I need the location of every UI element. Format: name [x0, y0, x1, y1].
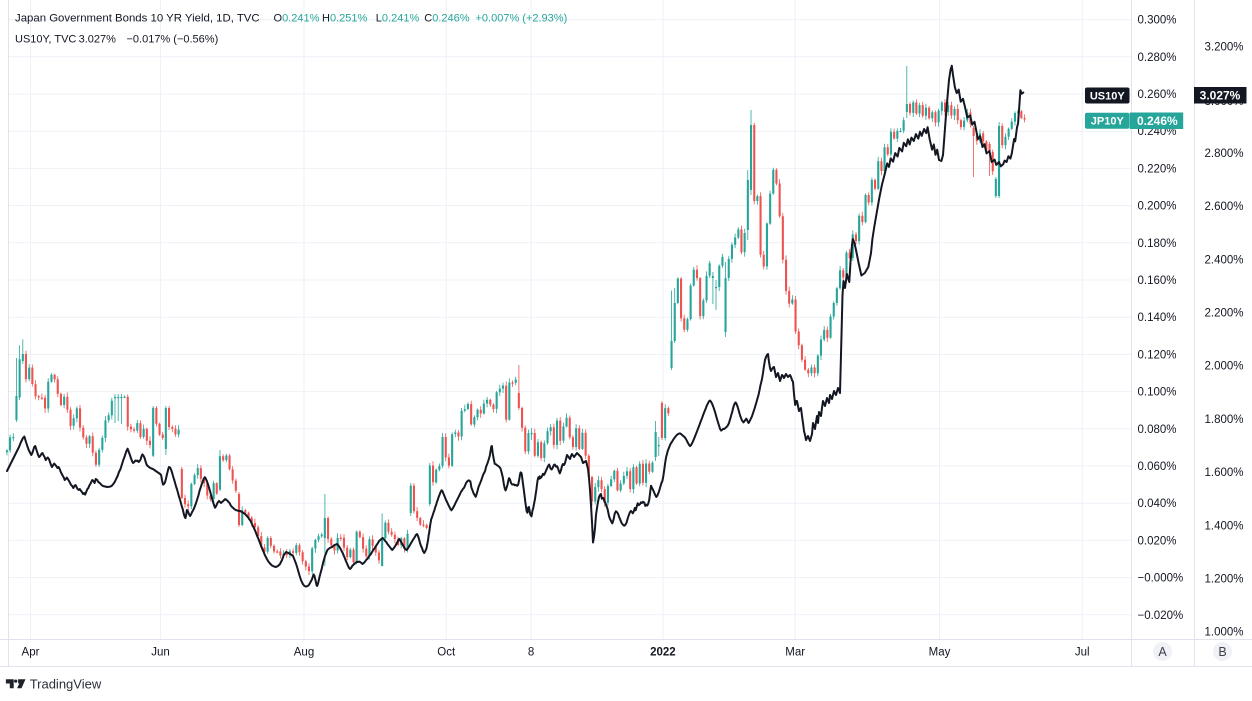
svg-text:0.280%: 0.280% — [1138, 52, 1177, 64]
svg-text:0.200%: 0.200% — [1138, 201, 1177, 213]
svg-text:B: B — [1218, 645, 1226, 659]
svg-text:2.400%: 2.400% — [1205, 254, 1244, 266]
svg-text:0.080%: 0.080% — [1138, 424, 1177, 436]
svg-text:A: A — [1158, 645, 1167, 659]
svg-text:1.400%: 1.400% — [1205, 520, 1244, 532]
svg-text:0.160%: 0.160% — [1138, 275, 1177, 287]
svg-text:0.140%: 0.140% — [1138, 312, 1177, 324]
svg-text:0.020%: 0.020% — [1138, 535, 1177, 547]
svg-text:Japan Government Bonds 10 YR Y: Japan Government Bonds 10 YR Yield, 1D, … — [15, 13, 567, 25]
svg-text:1.800%: 1.800% — [1205, 414, 1244, 426]
svg-text:0.180%: 0.180% — [1138, 238, 1177, 250]
svg-text:0.060%: 0.060% — [1138, 461, 1177, 473]
svg-text:Mar: Mar — [785, 647, 805, 659]
svg-text:0.040%: 0.040% — [1138, 498, 1177, 510]
svg-text:0.300%: 0.300% — [1138, 15, 1177, 27]
svg-text:Jul: Jul — [1075, 647, 1090, 659]
svg-text:1.200%: 1.200% — [1205, 574, 1244, 586]
svg-text:0.100%: 0.100% — [1138, 387, 1177, 399]
svg-text:Aug: Aug — [294, 647, 314, 659]
svg-text:2.200%: 2.200% — [1205, 308, 1244, 320]
svg-text:2.800%: 2.800% — [1205, 148, 1244, 160]
svg-text:May: May — [929, 647, 951, 659]
svg-text:3.027%: 3.027% — [1200, 89, 1241, 103]
svg-text:0.220%: 0.220% — [1138, 163, 1177, 175]
svg-text:JP10Y: JP10Y — [1091, 116, 1125, 128]
svg-text:−0.020%: −0.020% — [1138, 610, 1184, 622]
svg-text:US10Y: US10Y — [1090, 91, 1126, 103]
svg-text:0.120%: 0.120% — [1138, 349, 1177, 361]
svg-text:TradingView: TradingView — [30, 677, 102, 692]
svg-text:0.260%: 0.260% — [1138, 89, 1177, 101]
svg-text:2.600%: 2.600% — [1205, 201, 1244, 213]
svg-text:1.600%: 1.600% — [1205, 467, 1244, 479]
svg-text:2.000%: 2.000% — [1205, 361, 1244, 373]
svg-text:Jun: Jun — [151, 647, 170, 659]
svg-text:8: 8 — [528, 647, 534, 659]
svg-text:1.000%: 1.000% — [1205, 627, 1244, 639]
svg-text:−0.000%: −0.000% — [1138, 573, 1184, 585]
svg-text:2022: 2022 — [650, 647, 676, 659]
svg-text:0.240%: 0.240% — [1138, 126, 1177, 138]
svg-text:0.246%: 0.246% — [1137, 114, 1178, 128]
svg-text:Apr: Apr — [22, 647, 40, 659]
svg-text:3.200%: 3.200% — [1205, 42, 1244, 54]
svg-text:Oct: Oct — [437, 647, 456, 659]
